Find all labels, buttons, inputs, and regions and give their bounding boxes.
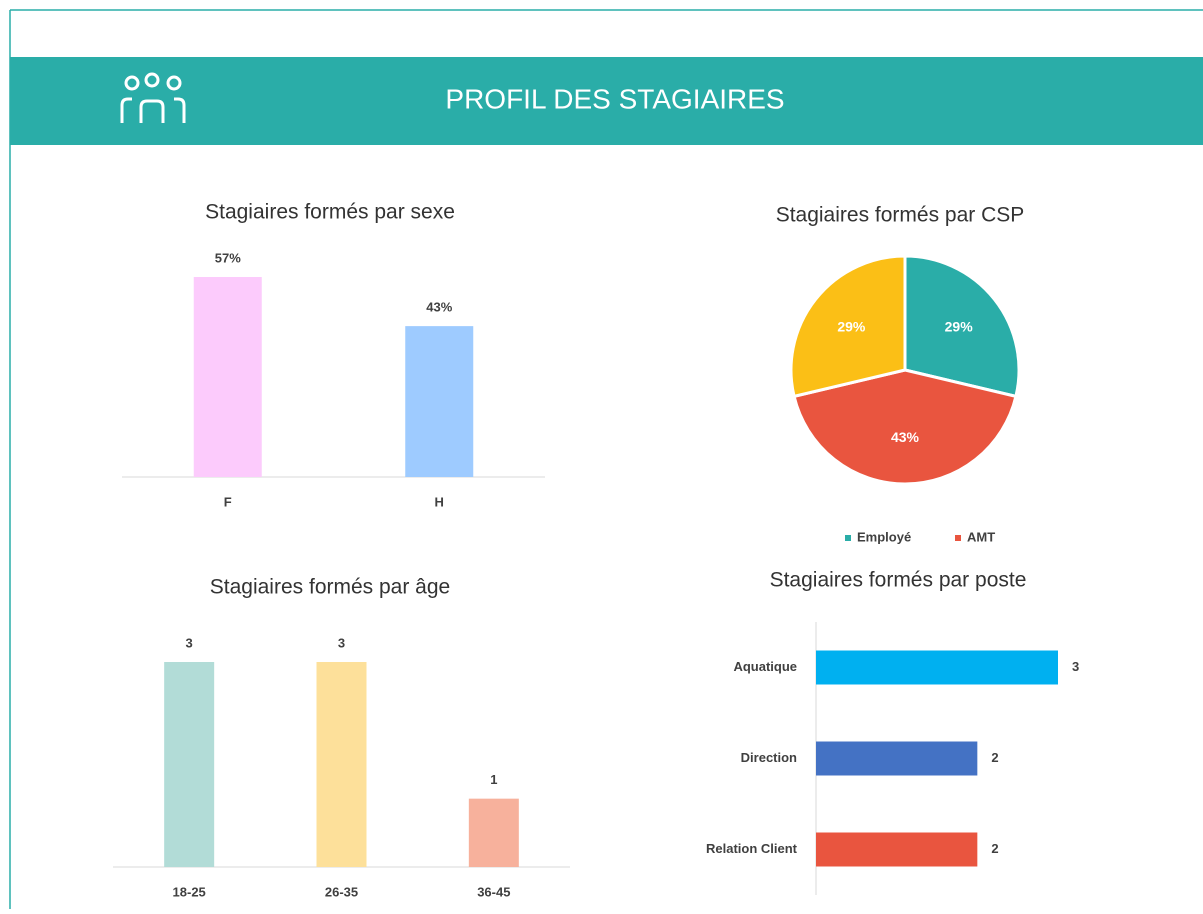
chart-title: Stagiaires formés par sexe: [205, 201, 455, 224]
data-label: 2: [991, 750, 998, 765]
data-label: 29%: [837, 318, 866, 334]
y-tick-label: Relation Client: [706, 841, 798, 856]
bar: [468, 798, 519, 867]
bar: [405, 326, 474, 477]
data-label: 2: [991, 841, 998, 856]
bar: [316, 662, 367, 867]
bar: [816, 832, 978, 867]
header-band: [10, 57, 1203, 145]
x-tick-label: 18-25: [173, 884, 206, 899]
chart-title: Stagiaires formés par poste: [770, 569, 1027, 592]
y-tick-label: Direction: [741, 750, 797, 765]
chart-title: Stagiaires formés par âge: [210, 576, 450, 599]
data-label: 43%: [891, 429, 920, 445]
y-tick-label: Aquatique: [733, 659, 797, 674]
x-tick-label: F: [224, 494, 232, 509]
bar: [816, 650, 1058, 685]
chart-title: Stagiaires formés par CSP: [776, 204, 1025, 227]
bar: [816, 741, 978, 776]
data-label: 3: [186, 635, 193, 650]
legend-swatch: [845, 535, 851, 541]
header-title: PROFIL DES STAGIAIRES: [445, 83, 784, 114]
legend-label: Employé: [857, 529, 911, 544]
data-label: 57%: [215, 250, 241, 265]
x-tick-label: 36-45: [477, 884, 510, 899]
x-tick-label: H: [435, 494, 444, 509]
legend-label: AMT: [967, 529, 995, 544]
x-tick-label: 26-35: [325, 884, 358, 899]
bar: [164, 662, 215, 867]
pie-slice: [792, 368, 1018, 486]
bar: [193, 277, 262, 477]
data-label: 1: [490, 772, 497, 787]
data-label: 29%: [945, 318, 974, 334]
legend-swatch: [955, 535, 961, 541]
pie-slice: [789, 254, 907, 399]
data-label: 3: [1072, 659, 1079, 674]
data-label: 43%: [426, 300, 452, 315]
data-label: 3: [338, 635, 345, 650]
pie-slice: [903, 254, 1021, 399]
people-icon: [120, 72, 186, 123]
